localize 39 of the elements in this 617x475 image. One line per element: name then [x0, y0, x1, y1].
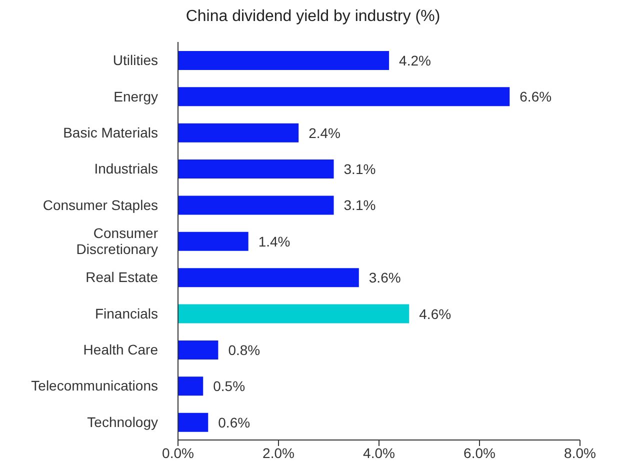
y-tick-label: Industrials: [94, 160, 158, 177]
y-tick-label: Consumer Discretionary: [76, 225, 158, 257]
bar: [178, 412, 208, 432]
y-tick-label: Technology: [87, 414, 158, 430]
bar: [178, 376, 204, 396]
y-tick-label: Basic Materials: [63, 124, 158, 140]
bar: [178, 196, 334, 215]
x-tick-label: 0.0%: [162, 444, 194, 461]
y-tick-label: Energy: [114, 88, 158, 104]
bar: [178, 232, 248, 251]
y-tick-label: Real Estate: [86, 269, 158, 286]
y-tick-label: Consumer Staples: [42, 196, 158, 213]
bar: [178, 123, 299, 142]
data-label: 1.4%: [258, 233, 290, 250]
y-tick-label: Health Care: [83, 342, 158, 358]
data-label: 0.6%: [218, 414, 250, 430]
chart-title: China dividend yield by industry (%): [186, 8, 440, 25]
data-label: 3.1%: [344, 197, 376, 214]
y-tick-label: Utilities: [112, 52, 158, 68]
y-tick-label: Financials: [94, 305, 158, 322]
data-label: 0.5%: [213, 378, 246, 394]
data-label: 4.6%: [419, 306, 452, 322]
data-label: 3.6%: [368, 270, 401, 286]
bar: [178, 160, 334, 179]
bar: [178, 340, 218, 360]
bar: [178, 87, 510, 106]
bar: [178, 304, 410, 324]
data-label: 4.2%: [399, 52, 431, 68]
x-tick-label: 4.0%: [363, 444, 395, 461]
data-label: 6.6%: [520, 88, 552, 105]
x-tick-label: 6.0%: [464, 444, 496, 461]
bar: [178, 51, 390, 70]
data-label: 0.8%: [228, 342, 260, 358]
data-label: 3.1%: [344, 161, 376, 178]
x-tick-label: 2.0%: [262, 444, 294, 461]
x-tick-label: 8.0%: [564, 444, 596, 461]
bar: [178, 268, 359, 288]
y-tick-label: Telecommunications: [31, 378, 158, 394]
data-label: 2.4%: [308, 124, 341, 141]
